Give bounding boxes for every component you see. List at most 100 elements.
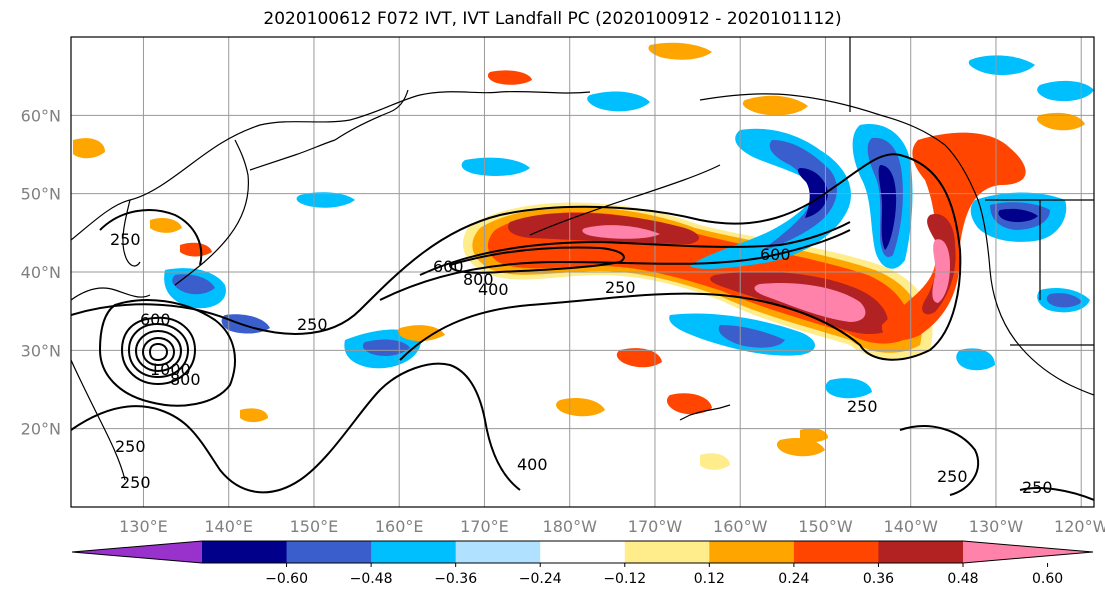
fill-pink-2: [582, 225, 660, 239]
colorbar-tick-label: 0.36: [863, 571, 894, 587]
fill-neg-coast-strong: [878, 165, 897, 250]
colorbar-bin: [371, 541, 457, 563]
coastline-asia: [71, 90, 591, 241]
longitude-labels: 130°E 140°E 150°E 160°E 170°E 180°W 170°W 160°W…: [119, 517, 1105, 536]
contour-label: 250: [120, 473, 151, 492]
hawaii-chain: [679, 404, 731, 421]
fill-pos-7: [1036, 112, 1085, 131]
coastline-kuril: [249, 139, 336, 171]
contour-label: 800: [463, 270, 494, 289]
contour-high-5: [148, 342, 169, 362]
fill-pos-5: [648, 42, 712, 60]
longitude-label: 130°W: [969, 517, 1024, 536]
contour-label: 250: [110, 230, 141, 249]
coastlines: [71, 37, 1094, 481]
fill-neg-strong: [797, 168, 828, 218]
fill-pos-9: [73, 138, 105, 159]
contour-400: [379, 229, 851, 301]
contour-600: [419, 221, 851, 276]
contour-high-4: [141, 336, 176, 367]
contour-nw-250: [99, 209, 203, 266]
fill-pos-11: [240, 408, 268, 423]
colorbar-tick-label: −0.36: [434, 571, 477, 587]
fill-pos-1: [556, 398, 605, 417]
coastline-asia-low: [71, 359, 126, 481]
fill-coast-pink: [932, 239, 950, 303]
coastline-japan: [174, 139, 250, 286]
colorbar-outline: [71, 540, 1094, 564]
fill-pos-15: [180, 242, 212, 257]
fill-pos-2: [616, 348, 662, 368]
fill-neg-se: [956, 348, 995, 371]
fill-neg-north-2: [296, 192, 355, 208]
fill-pos-13: [800, 428, 828, 443]
longitude-label: 150°E: [290, 517, 339, 536]
colorbar-tick-label: −0.24: [519, 571, 562, 587]
contour-high-2: [127, 322, 190, 379]
plot-content: 250 250 250 250 250 250 250 250 400 400 …: [71, 37, 1094, 507]
colorbar-extend-min: [72, 541, 202, 563]
contour-east-250: [899, 425, 980, 496]
contour-high-outer: [98, 299, 236, 407]
contour-label: 250: [605, 278, 636, 297]
colorbar-bin: [286, 541, 372, 563]
contour-800: [448, 246, 625, 274]
contour-label: 400: [517, 455, 548, 474]
colorbar-tick-label: −0.12: [603, 571, 646, 587]
colorbar-bin: [540, 541, 626, 563]
contour-label: 600: [760, 245, 791, 264]
coastline-kamchatka: [334, 89, 409, 141]
latitude-label: 60°N: [21, 106, 61, 125]
longitude-label: 120°W: [1054, 517, 1105, 536]
contour-label: 400: [478, 280, 509, 299]
colorbar-bin: [202, 541, 288, 563]
contour-label: 250: [297, 315, 328, 334]
colorbar: −0.60 −0.48 −0.36 −0.24 −0.12 0.12 0.24 0.36 0.4…: [71, 540, 1094, 587]
contour-250-main: [71, 153, 962, 361]
colorbar-tick-label: −0.60: [265, 571, 308, 587]
colorbar-tick-label: 0.48: [947, 571, 978, 587]
contour-labels: 250 250 250 250 250 250 250 250 400 400 …: [110, 230, 1053, 497]
fill-neg-west-mid: [362, 339, 410, 356]
fill-neg-mex-mid: [1046, 293, 1082, 308]
coastline-aleutians: [529, 164, 721, 236]
contour-label: 250: [847, 397, 878, 416]
colorbar-tick-label: 0.24: [778, 571, 809, 587]
fill-neg-bering-3: [1037, 80, 1094, 102]
colorbar-bin: [624, 541, 710, 563]
contour-250-south: [71, 362, 521, 494]
plot-frame: [70, 36, 1095, 508]
contour-east-250-2: [1019, 487, 1094, 501]
latitude-label: 40°N: [21, 263, 61, 282]
fill-neg-south-2: [825, 378, 872, 399]
fill-neg-east-strong: [998, 208, 1038, 223]
colorbar-bin: [709, 541, 795, 563]
fill-pos-10: [150, 217, 182, 233]
colorbar-bin: [793, 541, 879, 563]
fill-neg-bering: [587, 91, 650, 112]
fill-neg-south-mid: [718, 325, 785, 348]
longitude-label: 170°W: [628, 517, 683, 536]
fill-pos-4: [742, 95, 808, 116]
longitude-label: 160°E: [375, 517, 424, 536]
fill-pos-12: [700, 453, 730, 470]
fill-pos-14: [397, 325, 445, 342]
colorbar-bin: [455, 541, 541, 563]
latitude-label: 30°N: [21, 341, 61, 360]
latitude-labels: 20°N 30°N 40°N 50°N 60°N: [21, 106, 61, 438]
ivt-contours: [71, 153, 1094, 501]
longitude-label: 170°E: [460, 517, 509, 536]
longitude-label: 180°W: [543, 517, 598, 536]
fill-neg-north: [461, 157, 530, 176]
fill-pos-8: [487, 70, 532, 85]
contour-label: 1000: [150, 360, 191, 379]
coastline-alaska: [699, 93, 946, 146]
longitude-label: 150°W: [798, 517, 853, 536]
latitude-label: 50°N: [21, 185, 61, 204]
contour-high-1: [120, 316, 197, 386]
colorbar-tick-label: −0.48: [350, 571, 393, 587]
colorbar-tick-label: 0.60: [1032, 571, 1063, 587]
longitude-label: 130°E: [119, 517, 168, 536]
longitude-label: 160°W: [713, 517, 768, 536]
